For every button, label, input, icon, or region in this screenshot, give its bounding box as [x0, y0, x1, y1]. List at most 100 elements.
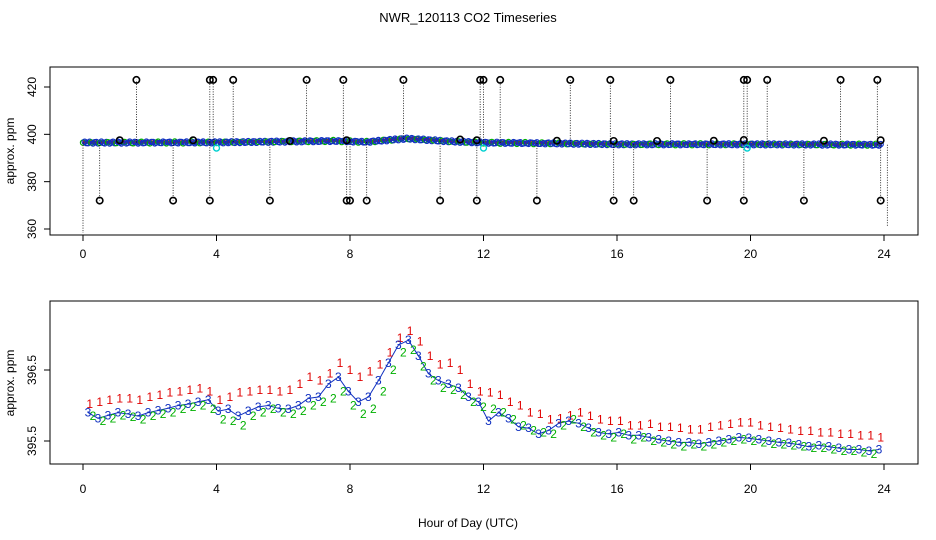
bottom-series-1-marker: 1: [176, 384, 183, 398]
bottom-series-1-marker: 1: [817, 426, 824, 440]
bottom-series-3-marker: 3: [575, 416, 582, 430]
bottom-series-2-marker: 2: [781, 438, 788, 452]
bottom-series-1-marker: 1: [206, 384, 213, 398]
bottom-series-2-marker: 2: [861, 445, 868, 459]
bottom-series-3-marker: 3: [715, 434, 722, 448]
bottom-series-3-marker: 3: [796, 438, 803, 452]
top-high-outlier-point: [836, 75, 845, 84]
top-low-outlier-point: [532, 196, 541, 205]
top-high-outlier-point: [205, 75, 214, 84]
bottom-series-2-marker: 2: [350, 399, 357, 413]
top-low-outlier-point: [362, 196, 371, 205]
bottom-series-3-marker: 3: [255, 400, 262, 414]
bottom-series-2-marker: 2: [300, 404, 307, 418]
bottom-series-3-marker: 3: [705, 435, 712, 449]
bottom-series-2-marker: 2: [811, 441, 818, 455]
bottom-series-1-marker: 1: [707, 420, 714, 434]
top-x-tick-label: 4: [213, 247, 220, 261]
top-near-point: [819, 136, 828, 145]
bottom-series-3-marker: 3: [555, 416, 562, 430]
top-high-outlier-point: [399, 75, 408, 84]
bottom-series-2-marker: 2: [450, 383, 457, 397]
bottom-series-3-marker: 3: [185, 397, 192, 411]
bottom-series-1-marker: 1: [677, 421, 684, 435]
bottom-series-2-marker: 2: [841, 444, 848, 458]
bottom-series-2-marker: 2: [210, 402, 217, 416]
bottom-series-3-marker: 3: [115, 406, 122, 420]
bottom-series-2-marker: 2: [610, 430, 617, 444]
bottom-series-2-marker: 2: [750, 434, 757, 448]
bottom-series-3-marker: 3: [695, 437, 702, 451]
bottom-series-3-line: [87, 339, 880, 452]
bottom-series-3-marker: 3: [435, 374, 442, 388]
bottom-series-1-marker: 1: [737, 416, 744, 430]
bottom-series-3-marker: 3: [355, 395, 362, 409]
bottom-series-2-marker: 2: [240, 418, 247, 432]
top-low-outlier-point: [703, 196, 712, 205]
bottom-series-1-marker: 1: [537, 407, 544, 421]
bottom-series-3-marker: 3: [215, 404, 222, 418]
bottom-series-1-marker: 1: [447, 356, 454, 370]
bottom-series-2-marker: 2: [420, 359, 427, 373]
bottom-series-3-marker: 3: [85, 406, 92, 420]
bottom-series-3-marker: 3: [225, 402, 232, 416]
bottom-series-2-marker: 2: [791, 438, 798, 452]
bottom-series-1-marker: 1: [657, 420, 664, 434]
bottom-x-tick-label: 12: [477, 482, 491, 496]
top-high-outlier-point: [606, 75, 615, 84]
top-high-outlier-point: [132, 75, 141, 84]
bottom-series-2-marker: 2: [640, 430, 647, 444]
bottom-series-1-marker: 1: [567, 408, 574, 422]
bottom-series-3-marker: 3: [465, 390, 472, 404]
bottom-series-1-marker: 1: [617, 414, 624, 428]
bottom-series-1-marker: 1: [317, 374, 324, 388]
top-near-point: [709, 136, 718, 145]
bottom-series-1-marker: 1: [627, 418, 634, 432]
bottom-series-1-marker: 1: [647, 417, 654, 431]
bottom-series-1-marker: 1: [527, 406, 534, 420]
top-low-outlier-point: [472, 196, 481, 205]
bottom-series-2-marker: 2: [400, 345, 407, 359]
bottom-series-2-marker: 2: [580, 420, 587, 434]
bottom-series-1-marker: 1: [867, 428, 874, 442]
bottom-series-2-marker: 2: [100, 414, 107, 428]
top-high-outlier-point: [209, 75, 218, 84]
bottom-series-2-marker: 2: [871, 447, 878, 461]
top-x-tick-label: 24: [877, 247, 891, 261]
bottom-series-3-marker: 3: [195, 395, 202, 409]
bottom-series-2-marker: 2: [310, 399, 317, 413]
top-high-outlier-point: [739, 75, 748, 84]
top-y-axis-label: approx. ppm: [3, 118, 17, 185]
top-high-outlier-point: [339, 75, 348, 84]
bottom-series-1-marker: 1: [807, 424, 814, 438]
top-high-outlier-point: [496, 75, 505, 84]
bottom-series-3-marker: 3: [175, 399, 182, 413]
top-x-tick-label: 12: [477, 247, 491, 261]
bottom-series-2-marker: 2: [540, 426, 547, 440]
bottom-series-2-marker: 2: [771, 437, 778, 451]
bottom-series-3-marker: 3: [525, 421, 532, 435]
bottom-series-1-marker: 1: [477, 384, 484, 398]
bottom-series-1-marker: 1: [397, 331, 404, 345]
bottom-series-3-marker: 3: [365, 390, 372, 404]
bottom-series-3-marker: 3: [155, 404, 162, 418]
bottom-series-1-marker: 1: [497, 388, 504, 402]
bottom-series-3-marker: 3: [826, 440, 833, 454]
bottom-series-2-marker: 2: [430, 374, 437, 388]
bottom-series-3-marker: 3: [545, 423, 552, 437]
bottom-series-1-marker: 1: [767, 420, 774, 434]
bottom-series-1-marker: 1: [437, 357, 444, 371]
bottom-series-1-marker: 1: [597, 413, 604, 427]
top-near-point: [552, 136, 561, 145]
top-axes: 0 4 8 12 16 20 24 360 380 400 420: [25, 77, 891, 261]
bottom-series-1-marker: 1: [257, 383, 264, 397]
bottom-series-3-marker: 3: [605, 427, 612, 441]
top-cyan-point: [479, 144, 488, 152]
bottom-series-3-marker: 3: [135, 409, 142, 423]
bottom-series-3-marker: 3: [265, 399, 272, 413]
bottom-series-2-marker: 2: [570, 413, 577, 427]
bottom-series-3-marker: 3: [735, 430, 742, 444]
bottom-series-3-marker: 3: [635, 428, 642, 442]
